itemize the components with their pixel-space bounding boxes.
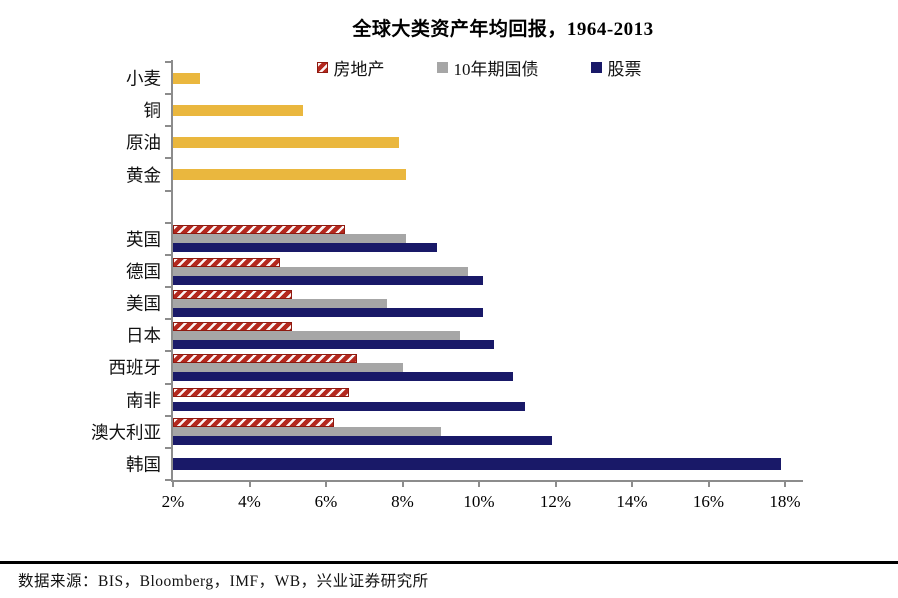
y-axis-tick <box>165 253 171 256</box>
x-axis-tick <box>707 482 710 487</box>
x-axis-tick <box>401 482 404 487</box>
bar-realestate-西班牙 <box>173 353 357 363</box>
y-axis-tick <box>165 414 171 417</box>
bar-realestate-德国 <box>173 257 281 267</box>
bar-realestate-日本 <box>173 321 292 331</box>
legend-item-realestate: 房地产 <box>316 55 385 80</box>
category-label: 南非 <box>126 390 161 411</box>
chart-row-日本: 日本 <box>126 319 785 351</box>
y-axis-tick <box>165 221 171 224</box>
bar-stock-韩国 <box>173 457 782 470</box>
spacer-row <box>173 191 785 223</box>
bar-bond-澳大利亚 <box>173 427 441 437</box>
y-axis-tick <box>165 93 171 96</box>
legend-marker-realestate <box>316 62 328 73</box>
category-label: 美国 <box>126 293 161 314</box>
y-axis-tick <box>165 157 171 160</box>
chart-row-小麦: 小麦 <box>126 62 785 94</box>
bar-stock-英国 <box>173 243 437 253</box>
chart-row-德国: 德国 <box>126 255 785 287</box>
chart-title: 全球大类资产年均回报，1964-2013 <box>352 19 654 40</box>
category-label: 澳大利亚 <box>91 422 161 443</box>
y-axis-tick <box>165 382 171 385</box>
x-axis-tick <box>478 482 480 487</box>
category-label: 小麦 <box>126 68 161 89</box>
chart-row-韩国: 韩国 <box>126 448 785 480</box>
category-label: 韩国 <box>126 454 161 475</box>
bar-stock-日本 <box>173 339 495 349</box>
bar-commodity-铜 <box>173 104 304 116</box>
x-axis-tick <box>172 482 174 487</box>
bar-bond-西班牙 <box>173 362 403 372</box>
category-label: 英国 <box>126 229 161 250</box>
x-axis-label: 6% <box>314 492 338 511</box>
bar-stock-南非 <box>173 402 525 412</box>
x-axis-label: 18% <box>769 492 801 511</box>
bar-bond-美国 <box>173 298 388 308</box>
y-axis-tick <box>165 350 171 353</box>
x-axis-tick <box>631 482 633 487</box>
x-axis-line <box>171 480 803 482</box>
category-label: 黄金 <box>126 165 161 186</box>
category-label: 铜 <box>143 100 162 121</box>
x-axis-label: 4% <box>238 492 261 511</box>
y-axis-tick <box>165 61 171 63</box>
x-axis-tick <box>248 482 251 487</box>
y-axis-tick <box>165 125 171 128</box>
category-label: 德国 <box>126 261 161 282</box>
chart-row-美国: 美国 <box>126 287 785 319</box>
legend-marker-bond <box>436 62 448 73</box>
x-axis-label: 2% <box>161 492 185 511</box>
x-axis-label: 12% <box>539 492 572 511</box>
legend-label: 10年期国债 <box>453 60 539 79</box>
bar-bond-英国 <box>173 234 407 244</box>
legend-item-bond: 10年期国债 <box>436 55 539 80</box>
x-axis-tick <box>554 482 557 487</box>
legend: 房地产 10年期国债 股票 <box>173 55 785 80</box>
footer-divider <box>0 561 898 564</box>
bar-realestate-美国 <box>173 289 292 299</box>
bar-realestate-英国 <box>173 225 346 235</box>
x-axis-label: 10% <box>463 492 495 511</box>
plot-area: 小麦铜原油黄金英国德国美国日本西班牙南非澳大利亚韩国 2% 4% 6% 8% 10% 12… <box>91 60 803 511</box>
bar-stock-德国 <box>173 275 483 285</box>
x-axis-label: 14% <box>616 492 648 511</box>
y-axis-line <box>171 60 173 482</box>
chart-row-澳大利亚: 澳大利亚 <box>91 416 785 448</box>
chart-row-西班牙: 西班牙 <box>109 351 785 383</box>
category-label: 原油 <box>126 132 161 153</box>
chart-row-黄金: 黄金 <box>126 158 785 190</box>
legend-label: 股票 <box>607 60 642 79</box>
legend-item-stock: 股票 <box>590 55 642 80</box>
x-axis-tick <box>325 482 327 487</box>
chart-row-南非: 南非 <box>126 384 785 416</box>
x-axis-label: 8% <box>391 492 414 511</box>
bar-stock-美国 <box>173 307 483 317</box>
category-label: 日本 <box>126 325 161 346</box>
category-label: 西班牙 <box>108 357 162 378</box>
bar-commodity-黄金 <box>173 169 407 181</box>
y-axis-tick <box>165 189 171 192</box>
y-axis-tick <box>165 286 171 289</box>
chart-row-铜: 铜 <box>144 94 785 126</box>
bar-realestate-澳大利亚 <box>173 418 334 428</box>
legend-marker-stock <box>590 62 602 73</box>
bar-bond-德国 <box>173 266 468 276</box>
bar-stock-澳大利亚 <box>173 436 552 446</box>
x-axis-tick <box>784 482 786 487</box>
bar-commodity-原油 <box>173 136 399 148</box>
x-axis-label: 16% <box>692 492 725 511</box>
y-axis-tick <box>165 446 171 449</box>
y-axis-tick <box>165 479 171 481</box>
data-source: 数据来源：BIS，Bloomberg，IMF，WB，兴业证券研究所 <box>18 573 429 590</box>
bar-bond-日本 <box>173 330 460 340</box>
bar-stock-西班牙 <box>173 371 514 381</box>
chart-row-原油: 原油 <box>126 126 785 158</box>
legend-label: 房地产 <box>333 60 385 79</box>
bar-realestate-南非 <box>173 388 349 398</box>
chart-row-英国: 英国 <box>126 223 785 255</box>
bar-rows: 小麦铜原油黄金英国德国美国日本西班牙南非澳大利亚韩国 <box>91 62 785 480</box>
y-axis-tick <box>165 318 171 321</box>
bar-commodity-小麦 <box>173 72 200 84</box>
